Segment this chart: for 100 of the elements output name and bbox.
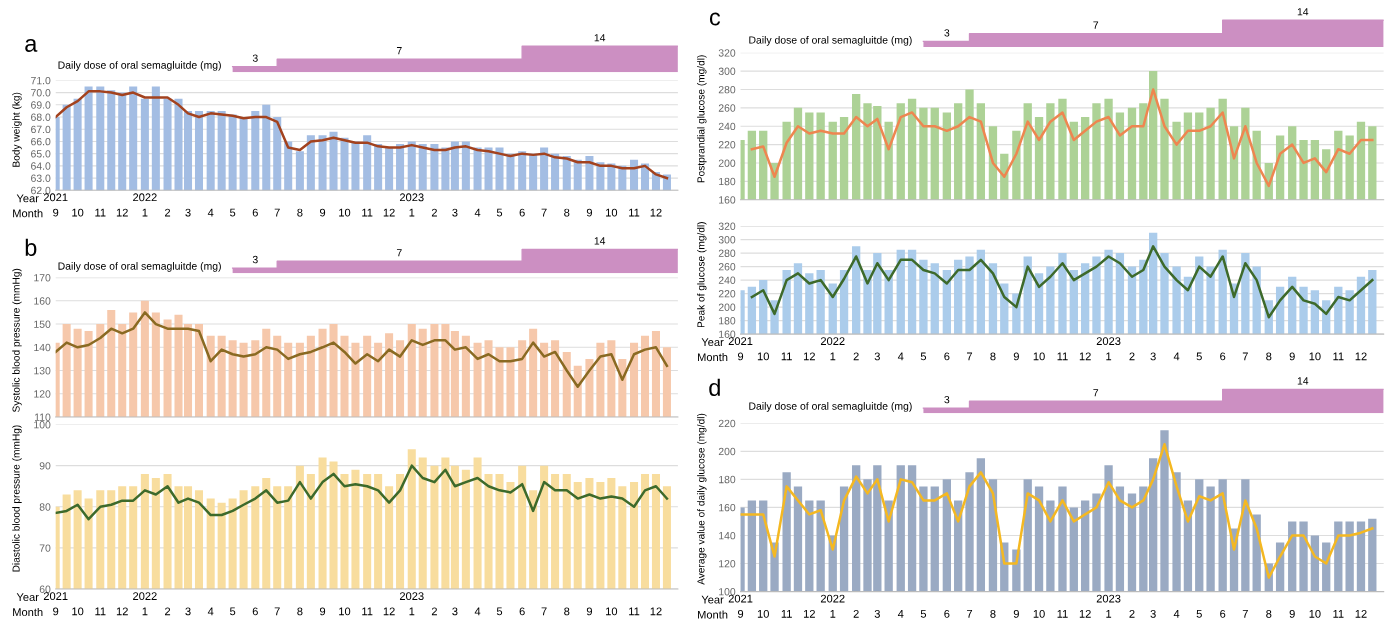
y-tick-label: 160 <box>34 297 51 305</box>
x-tick-label: 9 <box>737 609 744 618</box>
y-tick-label: 110 <box>35 413 51 421</box>
x-tick-label: 10 <box>1033 609 1045 618</box>
x-tick-label: 11 <box>362 607 373 616</box>
x-tick-label: 10 <box>606 208 618 217</box>
x-tick-label: 5 <box>496 607 503 616</box>
x-tick-label: 5 <box>920 352 927 361</box>
x-tick-label: 8 <box>564 208 570 217</box>
data-label: 3 <box>252 54 258 62</box>
y-tick-label: 160 <box>719 330 736 338</box>
data-label: 7 <box>1093 389 1099 397</box>
x-tick-label: 8 <box>1266 352 1272 361</box>
x-tick-label: 12 <box>803 352 815 361</box>
x-tick-label: 3 <box>874 352 880 361</box>
x-tick-label: 2 <box>431 208 437 217</box>
y-axis-title: Body weight (kg) <box>12 92 22 167</box>
y-tick-label: 90 <box>39 462 51 470</box>
y-tick-label: 100 <box>34 421 51 429</box>
x-tick-label: 7 <box>1242 352 1248 361</box>
x-tick-label: 12 <box>803 609 815 618</box>
y-tick-label: 320 <box>718 222 736 230</box>
x-tick-label: 9 <box>53 607 59 616</box>
y-tick-label: 220 <box>718 419 736 428</box>
y-tick-label: 220 <box>718 290 736 298</box>
x-axis-title: Month <box>13 607 43 617</box>
y-tick-label: 120 <box>34 390 51 398</box>
x-tick-label: 10 <box>1309 609 1321 618</box>
x-tick-label: 11 <box>1333 352 1344 361</box>
x-tick-label: 6 <box>252 208 258 217</box>
x-tick-label: 4 <box>474 607 481 616</box>
x-tick-label: 3 <box>452 208 458 217</box>
x-tick-label: 10 <box>72 607 84 616</box>
x-tick-label: 12 <box>650 607 662 616</box>
y-tick-label: 68.0 <box>31 113 51 121</box>
y-tick-label: 240 <box>718 276 736 284</box>
x-tick-label: 4 <box>1173 610 1180 618</box>
x-tick-label: 11 <box>95 607 106 616</box>
x-tick-label: 1 <box>1106 610 1112 618</box>
line-series <box>55 90 669 180</box>
y-tick-label: 69.0 <box>31 101 51 109</box>
y-tick-label: 100 <box>719 588 736 596</box>
x-tick-label: 2 <box>853 609 859 618</box>
line-series <box>740 443 1374 579</box>
x-tick-label: 9 <box>1013 609 1019 618</box>
y-axis-title: Postprandial glucose (mg/dl) <box>697 55 707 183</box>
x-tick-label: 12 <box>1079 609 1091 618</box>
x-tick-label: 1 <box>830 610 836 618</box>
line-series <box>750 245 1374 319</box>
y-tick-label: 160 <box>719 503 736 512</box>
x-tick-label: 11 <box>1057 610 1068 618</box>
y-tick-label: 200 <box>718 447 736 456</box>
x-tick-label: 4 <box>897 352 904 361</box>
y-tick-label: 62.0 <box>31 186 51 195</box>
x-tick-label: 5 <box>496 208 503 217</box>
x-tick-label: 3 <box>452 607 458 616</box>
text: b <box>25 238 37 256</box>
x-tick-label: 8 <box>564 607 570 616</box>
x2-axis-title: Year <box>701 595 724 604</box>
x-tick-label: 2 <box>1129 352 1135 361</box>
x-tick-label: 5 <box>229 607 236 616</box>
x-tick-label: 10 <box>339 208 351 217</box>
x-tick-label: 1 <box>142 607 148 616</box>
x-tick-label: 7 <box>274 607 280 616</box>
x-tick-label: 6 <box>252 607 258 616</box>
x-tick-label: 12 <box>116 208 128 217</box>
x-tick-label: 3 <box>1150 609 1156 618</box>
x-tick-label: 5 <box>229 208 236 217</box>
y-tick-label: 200 <box>718 159 736 167</box>
x-tick-label: 12 <box>116 607 128 616</box>
y-axis-title: Peak of glucose (mg/dl) <box>697 222 707 328</box>
text: d <box>709 378 720 397</box>
x2-tick-label: 2023 <box>1096 337 1121 346</box>
x-tick-label: 2 <box>165 607 171 616</box>
x-tick-label: 10 <box>339 607 351 616</box>
x2-tick-label: 2023 <box>399 193 424 202</box>
y-tick-label: 70 <box>39 544 51 552</box>
x-tick-label: 4 <box>207 208 214 217</box>
x-tick-label: 11 <box>362 208 373 217</box>
line-series <box>55 464 669 521</box>
x-tick-label: 12 <box>383 208 395 217</box>
x-tick-label: 7 <box>1242 610 1248 618</box>
x-tick-label: 10 <box>1033 352 1045 361</box>
y-tick-label: 180 <box>719 475 736 484</box>
x-tick-label: 4 <box>207 607 214 616</box>
y-tick-label: 180 <box>719 317 736 325</box>
y-tick-label: 300 <box>718 67 736 75</box>
data-label: 7 <box>396 249 402 257</box>
data-label: 14 <box>594 237 606 245</box>
line-series <box>750 88 1374 188</box>
x-tick-label: 9 <box>1289 352 1295 361</box>
data-label: 14 <box>594 34 606 42</box>
x-tick-label: 1 <box>409 607 415 616</box>
x-tick-label: 5 <box>1196 352 1202 361</box>
y-tick-label: 180 <box>719 177 736 186</box>
x2-tick-label: 2023 <box>399 592 424 600</box>
x-tick-label: 7 <box>967 352 973 361</box>
x-tick-label: 7 <box>541 607 547 616</box>
y-tick-label: 120 <box>719 560 736 568</box>
x-axis-title: Month <box>698 610 728 619</box>
